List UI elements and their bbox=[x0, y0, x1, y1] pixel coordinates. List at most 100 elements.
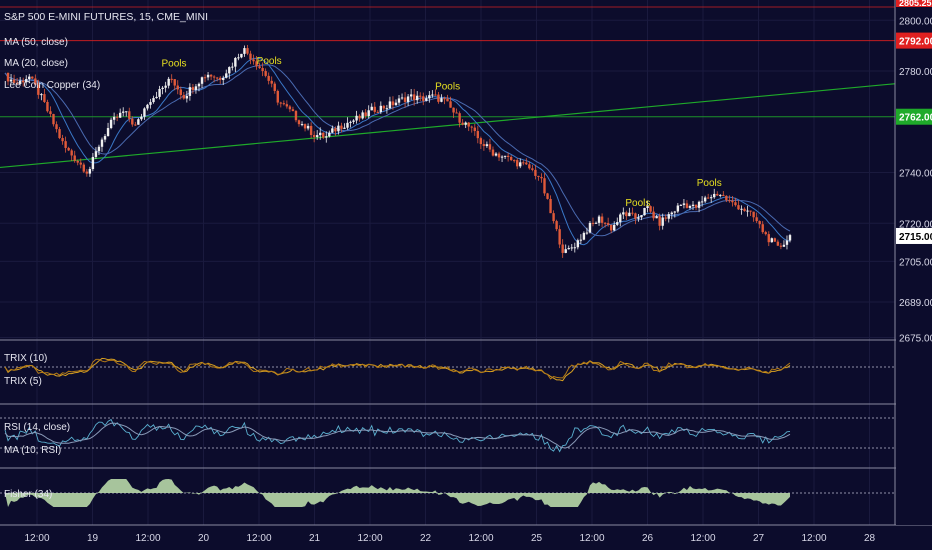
candle-body bbox=[409, 94, 413, 97]
candle-body bbox=[158, 89, 161, 97]
time-label-15: 28 bbox=[864, 533, 876, 544]
candle-body bbox=[646, 206, 649, 209]
candle-body bbox=[382, 105, 386, 109]
candle-body bbox=[337, 125, 340, 132]
candle-body bbox=[128, 111, 131, 119]
candle-body bbox=[73, 155, 76, 161]
candle-body bbox=[355, 115, 358, 121]
grid-lines bbox=[0, 0, 895, 525]
time-axis[interactable]: 12:00 19 12:00 20 12:00 21 12:00 22 12:00 25 12:00… bbox=[24, 533, 875, 544]
candle-body bbox=[673, 211, 677, 213]
time-label-1: 19 bbox=[87, 533, 99, 544]
candle-body bbox=[779, 245, 783, 247]
time-label-13: 27 bbox=[753, 533, 765, 544]
candle-body bbox=[594, 222, 598, 224]
candle-body bbox=[661, 217, 664, 226]
ma-fast-line bbox=[4, 57, 791, 246]
candle-body bbox=[431, 94, 434, 96]
candle-body bbox=[688, 206, 692, 208]
candle-body bbox=[437, 94, 440, 102]
candle-body bbox=[306, 125, 310, 129]
price-tag-top-bg bbox=[896, 0, 932, 7]
candle-body bbox=[18, 80, 22, 84]
candle-body bbox=[576, 240, 580, 248]
candle-body bbox=[540, 176, 543, 179]
candle-body bbox=[343, 127, 346, 129]
candle-body bbox=[464, 122, 467, 125]
candle-body bbox=[770, 238, 774, 243]
candle-body bbox=[146, 104, 149, 109]
candle-body bbox=[428, 95, 431, 99]
candle-body bbox=[131, 118, 134, 125]
candle-body bbox=[679, 204, 683, 206]
candle-body bbox=[31, 76, 34, 79]
candle-body bbox=[334, 128, 337, 132]
candle-body bbox=[182, 94, 186, 99]
candle-body bbox=[737, 205, 740, 210]
fisher-area bbox=[5, 479, 790, 507]
candle-body bbox=[570, 247, 573, 249]
candles bbox=[6, 45, 792, 258]
candle-body bbox=[703, 197, 707, 202]
candle-body bbox=[106, 128, 110, 137]
legend-lee-coin-copper: Lee Coin Copper (34) bbox=[4, 80, 100, 91]
candle-body bbox=[467, 122, 470, 127]
price-tag-2: 2715.00 bbox=[899, 232, 932, 243]
time-label-8: 12:00 bbox=[468, 533, 493, 544]
candle-body bbox=[619, 214, 622, 223]
candle-body bbox=[137, 119, 140, 125]
candle-body bbox=[625, 212, 628, 217]
candle-body bbox=[228, 67, 231, 74]
candle-body bbox=[85, 171, 89, 174]
candle-body bbox=[34, 78, 37, 85]
candle-body bbox=[667, 214, 670, 219]
candle-body bbox=[643, 208, 646, 216]
candle-body bbox=[100, 139, 104, 147]
candle-body bbox=[364, 112, 367, 117]
candle-body bbox=[94, 151, 98, 157]
pools-label-0: Pools bbox=[162, 59, 187, 70]
candle-body bbox=[82, 164, 86, 172]
candle-body bbox=[719, 194, 722, 196]
candle-body bbox=[764, 232, 767, 235]
price-tag-bg-0 bbox=[896, 32, 932, 49]
candle-body bbox=[209, 74, 213, 77]
candle-body bbox=[267, 75, 270, 81]
candle-body bbox=[358, 115, 361, 119]
candle-body bbox=[12, 79, 16, 83]
candle-body bbox=[249, 53, 252, 60]
candle-body bbox=[549, 198, 552, 214]
candle-body bbox=[173, 79, 176, 86]
price-tick-2: 2740.00 bbox=[899, 169, 932, 180]
candle-body bbox=[488, 144, 492, 150]
candle-body bbox=[628, 212, 631, 217]
candle-body bbox=[728, 200, 731, 202]
candle-body bbox=[61, 138, 64, 142]
candle-body bbox=[134, 124, 137, 126]
candle-body bbox=[397, 98, 401, 103]
candle-body bbox=[525, 162, 528, 165]
candle-body bbox=[758, 221, 761, 225]
candle-body bbox=[755, 217, 758, 222]
candle-body bbox=[225, 73, 228, 78]
candle-body bbox=[346, 122, 349, 128]
candle-body bbox=[543, 178, 546, 194]
ma-slow-line bbox=[4, 64, 791, 237]
candle-body bbox=[312, 135, 316, 137]
pools-label-3: Pools bbox=[625, 198, 650, 209]
candle-body bbox=[440, 98, 443, 102]
candle-body bbox=[516, 160, 519, 167]
candle-body bbox=[218, 77, 222, 80]
candle-body bbox=[788, 235, 792, 241]
candle-body bbox=[264, 71, 267, 76]
price-scale[interactable]: 2800.00 2780.00 2740.00 2720.00 2705.00 2689.… bbox=[896, 0, 932, 525]
candle-body bbox=[288, 106, 292, 110]
candle-body bbox=[767, 234, 770, 243]
candle-body bbox=[534, 169, 537, 176]
pools-labels: Pools Pools Pools Pools Pools bbox=[162, 56, 722, 209]
pools-label-1: Pools bbox=[257, 56, 282, 67]
candle-body bbox=[270, 80, 273, 84]
candle-body bbox=[552, 213, 555, 222]
legend-ma20: MA (20, close) bbox=[4, 58, 68, 69]
